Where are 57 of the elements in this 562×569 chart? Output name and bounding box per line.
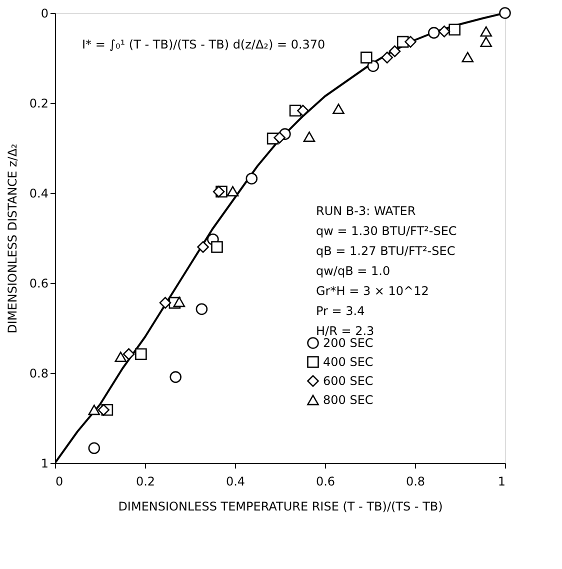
- x-axis-title: DIMENSIONLESS TEMPERATURE RISE (T - TB)/(TS - TB): [118, 500, 443, 514]
- point: [360, 52, 372, 64]
- point: [367, 60, 380, 72]
- point: [480, 26, 492, 37]
- point: [438, 26, 450, 38]
- point: [480, 36, 492, 47]
- point: [211, 241, 223, 253]
- x-tick-label: 0.6: [316, 474, 336, 488]
- point: [297, 104, 309, 117]
- legend-label: 800 SEC: [323, 393, 374, 407]
- point: [159, 296, 172, 309]
- y-tick-label: 0.4: [29, 186, 48, 200]
- annotation: qB = 1.27 BTU/FT²-SEC: [316, 244, 456, 258]
- annotation: qw = 1.30 BTU/FT²-SEC: [316, 224, 457, 238]
- x-tick-label: 0.4: [226, 474, 246, 488]
- legend-label: 400 SEC: [323, 355, 374, 369]
- annotation: RUN B-3: WATER: [316, 204, 416, 218]
- point: [428, 26, 440, 39]
- point: [173, 296, 186, 308]
- x-tick-label: 0.2: [136, 474, 156, 488]
- point: [404, 36, 416, 48]
- point: [274, 132, 286, 144]
- point: [212, 186, 225, 198]
- point: [88, 404, 100, 416]
- point: [388, 45, 401, 58]
- point: [170, 371, 182, 383]
- annotation: H/R = 2.3: [316, 324, 374, 338]
- x-tick-label: 0.8: [406, 474, 426, 488]
- y-tick-label: 0.2: [29, 96, 48, 110]
- point: [381, 52, 393, 64]
- annotation: Pr = 3.4: [316, 304, 365, 318]
- y-axis-title: DIMENSIONLESS DISTANCE z/Δ₂: [5, 143, 20, 334]
- point: [98, 404, 110, 416]
- annotation: I* = ∫₀¹ (T - TB)/(TS - TB) d(z/Δ₂) = 0.370: [82, 38, 326, 52]
- point: [462, 52, 474, 62]
- point: [197, 241, 209, 253]
- point: [246, 172, 258, 184]
- point: [135, 348, 147, 360]
- x-tick-label: 0: [56, 474, 64, 488]
- point: [303, 132, 316, 142]
- point: [499, 7, 511, 19]
- y-tick-label: 0.8: [29, 366, 48, 380]
- y-tick-label: 0: [40, 6, 48, 20]
- point: [196, 303, 208, 315]
- point: [226, 186, 239, 196]
- point: [114, 352, 127, 362]
- legend-label: 200 SEC: [323, 336, 374, 350]
- annotation: qw/qB = 1.0: [316, 264, 390, 278]
- point: [332, 104, 344, 114]
- point: [122, 348, 135, 360]
- point: [88, 442, 100, 454]
- y-tick-label: 1: [40, 456, 48, 470]
- legend-label: 600 SEC: [323, 374, 374, 388]
- y-tick-label: 0.6: [29, 276, 48, 290]
- x-tick-label: 1: [498, 474, 506, 488]
- annotation: Gr*H = 3 × 10^12: [316, 284, 429, 298]
- point: [448, 24, 460, 36]
